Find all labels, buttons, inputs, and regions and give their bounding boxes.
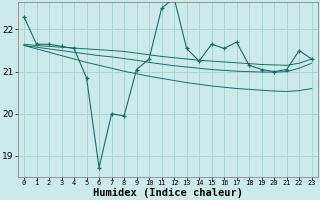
X-axis label: Humidex (Indice chaleur): Humidex (Indice chaleur) — [93, 188, 243, 198]
